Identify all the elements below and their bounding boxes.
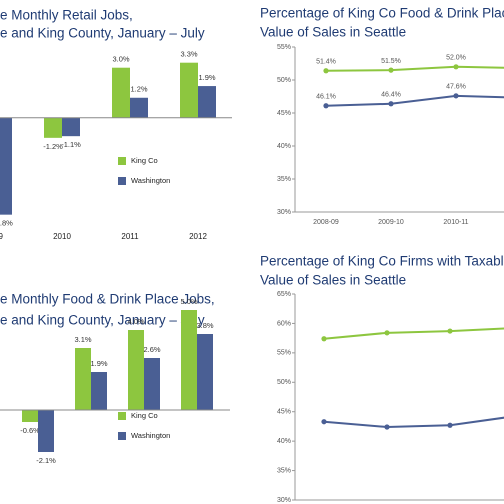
y-tick-label: 65%	[277, 291, 291, 298]
legend-swatch	[118, 432, 126, 440]
data-label: 2.6%	[143, 345, 160, 354]
data-label: -1.2%	[43, 142, 63, 151]
data-label: 46.1%	[316, 94, 336, 101]
data-label: 3.1%	[74, 335, 91, 344]
legend-label: Washington	[131, 431, 170, 440]
data-label: 3.3%	[180, 50, 197, 59]
point	[384, 330, 390, 336]
legend-swatch	[118, 177, 126, 185]
line	[325, 65, 504, 72]
bar	[91, 372, 107, 410]
x-tick-label: 2011	[121, 232, 139, 241]
bar	[38, 410, 54, 452]
data-label: 1.9%	[90, 359, 107, 368]
data-label: 52.0%	[446, 55, 466, 62]
legend-label: Washington	[131, 176, 170, 185]
point	[323, 103, 329, 109]
y-tick-label: 60%	[277, 320, 291, 327]
bar	[197, 334, 213, 410]
y-tick-label: 35%	[277, 176, 291, 183]
y-tick-label: 50%	[277, 379, 291, 386]
chart-title: e and King County, January – July	[0, 26, 205, 41]
data-label: 51.4%	[316, 59, 336, 66]
y-tick-label: 40%	[277, 143, 291, 150]
data-label: 51.5%	[381, 58, 401, 65]
line	[325, 94, 504, 107]
data-label: 46.4%	[381, 92, 401, 99]
x-tick-label: 2010	[53, 232, 71, 241]
chart: 30% 35% 40% 45% 50% 55% 60% 65%	[277, 291, 504, 504]
point	[323, 68, 329, 74]
legend-label: King Co	[131, 156, 158, 165]
bar	[112, 67, 130, 118]
chart-title: Percentage of King Co Firms with Taxabl	[260, 254, 504, 269]
y-tick-label: 45%	[277, 110, 291, 117]
chart: 30% 35% 40% 45% 50% 55% 2008-09 2009-10 2010-11 5…	[277, 44, 504, 226]
x-tick-label: 2008-09	[313, 219, 339, 226]
bar	[75, 348, 91, 410]
line	[323, 327, 504, 340]
y-tick-label: 50%	[277, 77, 291, 84]
point	[321, 419, 327, 425]
y-tick-label: 30%	[277, 209, 291, 216]
data-label: 3.8%	[196, 321, 213, 330]
chart: 2009 -5.8% 2010 -1.2%-1.1% 2011 3.0% 1.2% 2012 3…	[0, 50, 232, 241]
data-label: 3.0%	[112, 55, 129, 64]
chart-title: Value of Sales in Seattle	[260, 25, 406, 40]
chart-title: e Monthly Food & Drink Place Jobs,	[0, 292, 215, 307]
legend-swatch	[118, 157, 126, 165]
y-tick-label: 35%	[277, 467, 291, 474]
x-tick-label: 2012	[189, 232, 207, 241]
point	[388, 101, 394, 107]
data-label: 47.6%	[446, 84, 466, 91]
chart: -0.6% -2.1% 3.1% 1.9% 4.0% 2.6% 5.0% 3.8% King C…	[0, 297, 230, 465]
x-tick-label: 2010-11	[443, 219, 468, 226]
data-label: -5.8%	[0, 219, 13, 228]
bar	[22, 410, 38, 422]
data-label: -0.6%	[20, 426, 40, 435]
chart-title: Percentage of King Co Food & Drink Plac	[260, 6, 504, 21]
bar	[198, 86, 216, 118]
legend-label: King Co	[131, 411, 158, 420]
line	[323, 416, 504, 429]
data-label: 1.9%	[198, 73, 215, 82]
point	[388, 67, 394, 73]
y-tick-label: 45%	[277, 409, 291, 416]
y-tick-label: 55%	[277, 44, 291, 51]
point	[447, 328, 453, 334]
bar	[44, 117, 62, 138]
bar	[128, 330, 144, 410]
x-tick-label: 2009	[0, 232, 3, 241]
legend-swatch	[118, 412, 126, 420]
chart-title: e and King County, January – July	[0, 313, 205, 328]
point	[447, 422, 453, 428]
data-label: 1.2%	[130, 85, 147, 94]
bar	[181, 310, 197, 410]
bar	[180, 62, 198, 118]
point	[453, 64, 459, 70]
chart-title: e Monthly Retail Jobs,	[0, 8, 133, 23]
x-tick-label: 2009-10	[378, 219, 404, 226]
y-tick-label: 55%	[277, 350, 291, 357]
y-tick-label: 40%	[277, 438, 291, 445]
chart-title: Value of Sales in Seattle	[260, 273, 406, 288]
y-tick-label: 30%	[277, 497, 291, 504]
bar	[130, 97, 148, 118]
point	[453, 93, 459, 99]
data-label: 4.0%	[127, 317, 144, 326]
data-label: 5.0%	[180, 297, 197, 306]
bar	[0, 117, 12, 215]
point	[384, 424, 390, 430]
data-label: -1.1%	[61, 140, 81, 149]
bar	[144, 358, 160, 410]
data-label: -2.1%	[36, 456, 56, 465]
point	[321, 336, 327, 342]
bar	[62, 117, 80, 137]
